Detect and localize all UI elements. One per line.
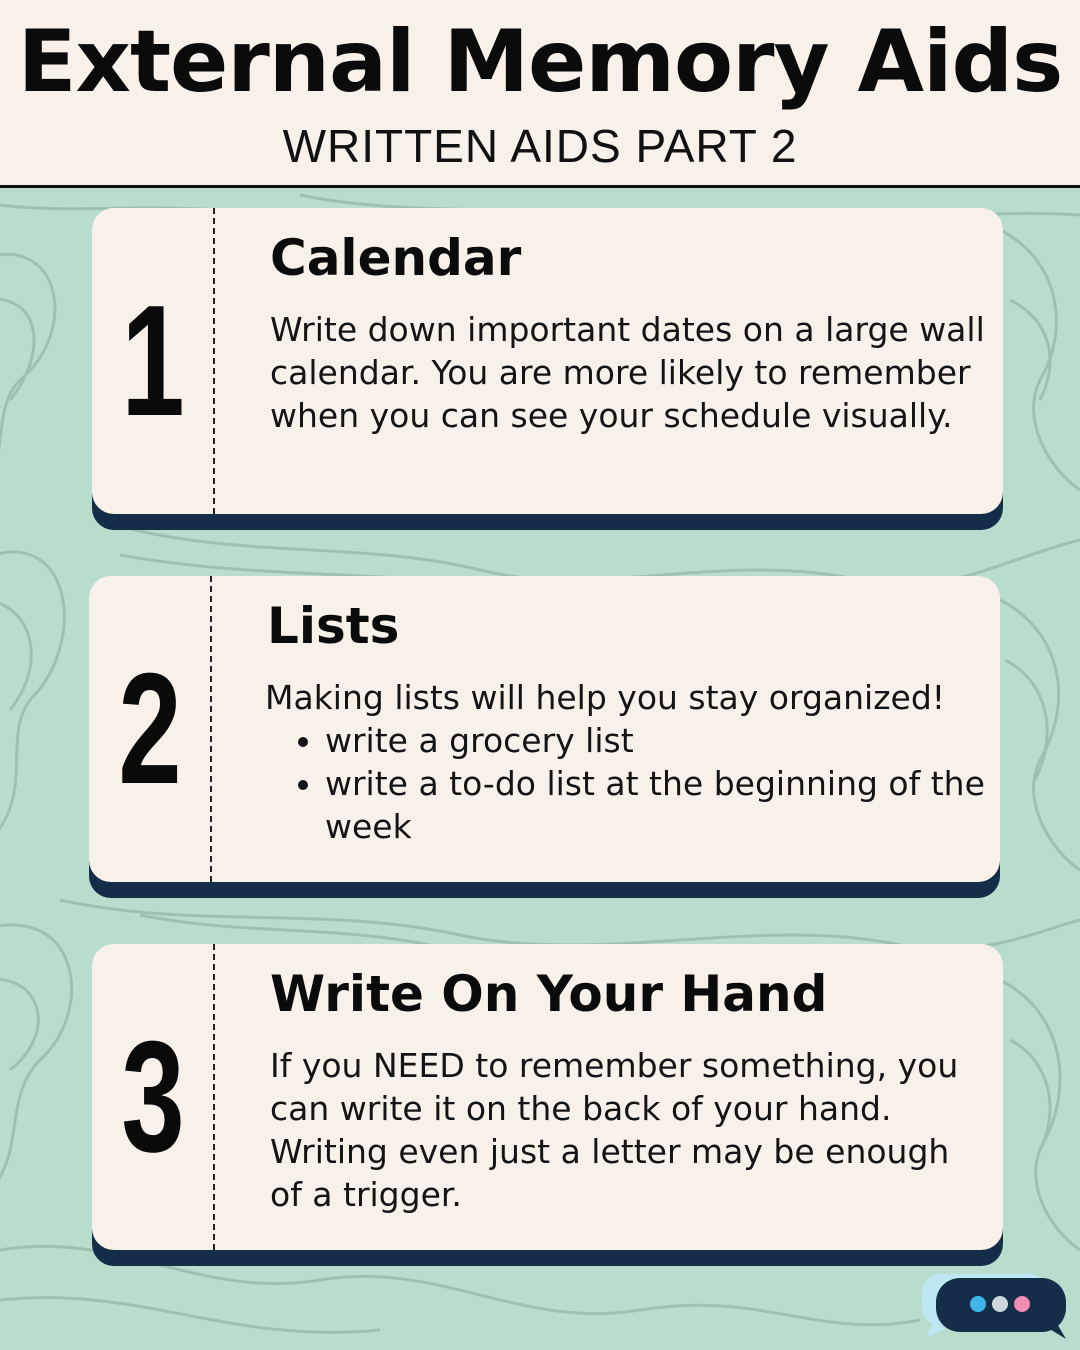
card-number: 3 <box>121 1008 185 1185</box>
list-item: write a to-do list at the beginning of t… <box>325 762 1025 848</box>
card-write-on-hand: 3 Write On Your Hand If you NEED to reme… <box>92 944 1003 1250</box>
card-heading: Write On Your Hand <box>270 965 828 1023</box>
card-heading: Lists <box>267 597 400 655</box>
page-subtitle: WRITTEN AIDS PART 2 <box>282 120 798 172</box>
header: External Memory Aids WRITTEN AIDS PART 2 <box>0 0 1080 188</box>
card-heading: Calendar <box>270 229 522 287</box>
list-item: write a grocery list <box>325 719 1025 762</box>
card-lists: 2 Lists Making lists will help you stay … <box>89 576 1000 882</box>
dashed-divider <box>213 944 215 1250</box>
card-number: 1 <box>121 272 185 449</box>
bullet-list: write a grocery list write a to-do list … <box>265 719 1025 848</box>
card-body: If you NEED to remember something, you c… <box>270 1046 959 1214</box>
card-intro: Making lists will help you stay organize… <box>265 678 946 717</box>
dashed-divider <box>210 576 212 882</box>
dashed-divider <box>213 208 215 514</box>
card-number: 2 <box>118 640 182 817</box>
page-title: External Memory Aids <box>17 12 1064 112</box>
card-calendar: 1 Calendar Write down important dates on… <box>92 208 1003 514</box>
chat-bubble-icon <box>922 1274 1066 1339</box>
card-body: Write down important dates on a large wa… <box>270 310 985 435</box>
